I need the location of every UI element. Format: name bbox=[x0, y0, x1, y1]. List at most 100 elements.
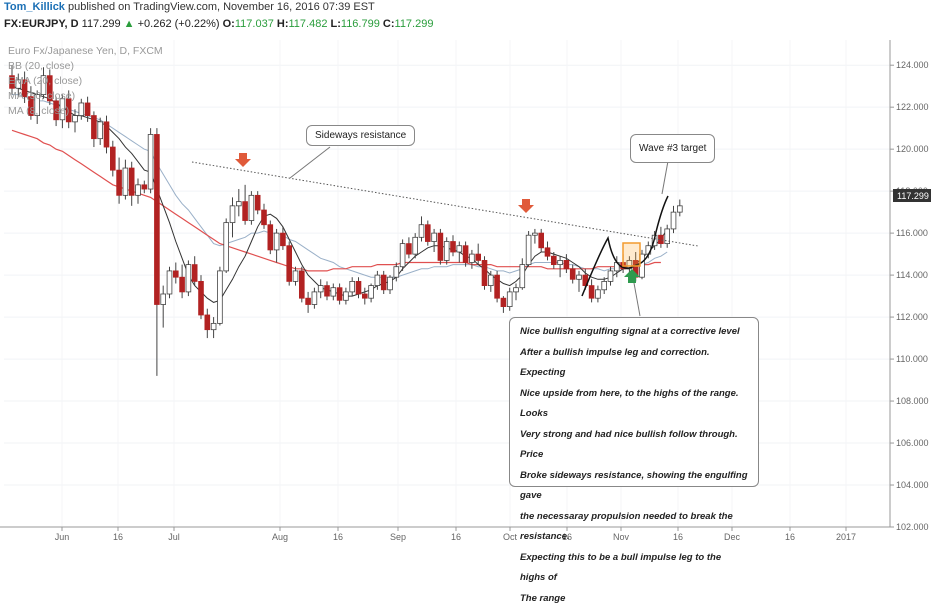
legend-ma50[interactable]: MA (50, close) bbox=[8, 89, 163, 104]
candle-body bbox=[173, 271, 178, 277]
candle-body bbox=[98, 122, 103, 139]
candle-body bbox=[167, 271, 172, 294]
candle-body bbox=[488, 275, 493, 285]
candle-body bbox=[476, 254, 481, 260]
candle-body bbox=[381, 275, 386, 290]
candle-body bbox=[369, 286, 374, 299]
candle-body bbox=[218, 271, 223, 323]
candle-body bbox=[243, 202, 248, 221]
price-tick-label: 112.000 bbox=[896, 312, 928, 322]
candle-body bbox=[514, 288, 519, 292]
red-arrow-icon bbox=[235, 153, 251, 167]
time-tick-label: 16 bbox=[785, 532, 795, 542]
candle-body bbox=[287, 246, 292, 282]
candle-body bbox=[325, 286, 330, 296]
note-line: Broke sideways resistance, showing the e… bbox=[520, 466, 748, 507]
candle-body bbox=[123, 168, 128, 195]
candle-body bbox=[110, 147, 115, 170]
candle-body bbox=[444, 242, 449, 261]
candle-body bbox=[671, 212, 676, 229]
candle-body bbox=[375, 275, 380, 285]
note-line: the necessaray propulsion needed to brea… bbox=[520, 507, 748, 548]
candle-body bbox=[677, 206, 682, 212]
candle-body bbox=[577, 275, 582, 279]
candle-body bbox=[362, 294, 367, 298]
legend-bb[interactable]: BB (20, close) bbox=[8, 59, 163, 74]
candle-body bbox=[211, 323, 216, 329]
legend-ema[interactable]: EMA (20, close) bbox=[8, 74, 163, 89]
candle-body bbox=[596, 290, 601, 298]
candle-body bbox=[419, 225, 424, 238]
publish-info: published on TradingView.com, November 1… bbox=[68, 1, 375, 13]
candle-body bbox=[350, 281, 355, 291]
candle-body bbox=[205, 315, 210, 330]
candle-body bbox=[186, 265, 191, 292]
price-tick-label: 124.000 bbox=[896, 60, 929, 70]
candle-body bbox=[337, 288, 342, 301]
candle-body bbox=[463, 246, 468, 263]
close-value: 117.299 bbox=[395, 18, 434, 30]
low-value: 116.799 bbox=[341, 18, 380, 30]
candle-body bbox=[545, 248, 550, 256]
time-tick-label: 16 bbox=[333, 532, 343, 542]
candle-body bbox=[602, 281, 607, 289]
candle-body bbox=[148, 134, 153, 189]
candle-body bbox=[92, 116, 97, 139]
candle-body bbox=[539, 233, 544, 248]
candle-body bbox=[299, 271, 304, 298]
candle-body bbox=[312, 292, 317, 305]
candle-body bbox=[400, 244, 405, 267]
note-line: After a bullish impulse leg and correcti… bbox=[520, 343, 748, 384]
candle-body bbox=[388, 277, 393, 290]
candle-body bbox=[117, 170, 122, 195]
candle-body bbox=[551, 256, 556, 264]
callout-pointer-note bbox=[634, 283, 640, 316]
red-arrow-icon bbox=[518, 199, 534, 213]
candle-body bbox=[318, 286, 323, 292]
current-price: 117.299 bbox=[82, 18, 121, 30]
legend-ma8[interactable]: MA (8, close) bbox=[8, 104, 163, 119]
low-label: L: bbox=[331, 18, 341, 30]
price-tick-label: 104.000 bbox=[896, 480, 929, 490]
price-tick-label: 122.000 bbox=[896, 102, 929, 112]
note-line: Nice bullish engulfing signal at a corre… bbox=[520, 322, 748, 343]
time-tick-label: Aug bbox=[272, 532, 288, 542]
candle-body bbox=[199, 281, 204, 315]
price-tick-label: 110.000 bbox=[896, 354, 928, 364]
ema20-line bbox=[12, 95, 667, 278]
indicator-legend: Euro Fx/Japanese Yen, D, FXCM BB (20, cl… bbox=[8, 44, 163, 119]
author-link[interactable]: Tom_Killick bbox=[4, 1, 65, 13]
note-line: Nice upside from here, to the highs of t… bbox=[520, 384, 748, 425]
callout-pointer-sideways bbox=[290, 147, 330, 178]
high-value: 117.482 bbox=[288, 18, 327, 30]
candle-body bbox=[413, 237, 418, 254]
note-line: Expecting this to be a bull impulse leg … bbox=[520, 548, 748, 589]
candle-body bbox=[608, 271, 613, 281]
candle-body bbox=[293, 271, 298, 281]
engulfing-highlight-box bbox=[623, 243, 640, 266]
candle-body bbox=[274, 233, 279, 250]
price-tick-label: 114.000 bbox=[896, 270, 928, 280]
candle-body bbox=[268, 225, 273, 250]
ma50-line bbox=[12, 130, 661, 271]
price-tick-label: 106.000 bbox=[896, 438, 929, 448]
candle-body bbox=[180, 277, 185, 292]
note-line: The range bbox=[520, 589, 748, 609]
candle-body bbox=[155, 134, 160, 304]
candle-body bbox=[501, 298, 506, 306]
candle-body bbox=[533, 233, 538, 235]
candle-body bbox=[526, 235, 531, 264]
open-label: O: bbox=[223, 18, 235, 30]
time-tick-label: Jun bbox=[55, 532, 70, 542]
price-tick-label: 116.000 bbox=[896, 228, 928, 238]
high-label: H: bbox=[277, 18, 289, 30]
candle-body bbox=[230, 206, 235, 223]
candle-body bbox=[507, 292, 512, 307]
callout-pointer-wave3 bbox=[662, 161, 668, 194]
candle-body bbox=[425, 225, 430, 242]
candle-body bbox=[394, 267, 399, 277]
open-value: 117.037 bbox=[235, 18, 274, 30]
symbol-bar: FX:EURJPY, D 117.299 ▲ +0.262 (+0.22%) O… bbox=[0, 17, 932, 33]
candle-body bbox=[451, 242, 456, 252]
price-tick-label: 108.000 bbox=[896, 396, 929, 406]
